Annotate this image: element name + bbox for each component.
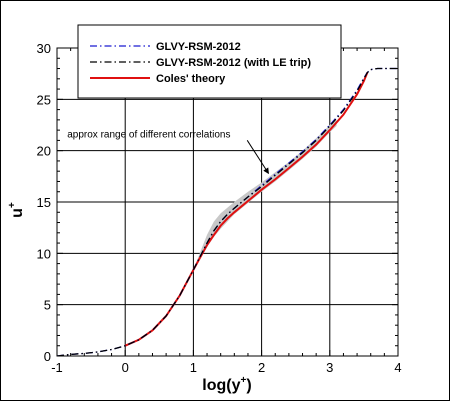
x-tick-label: 4	[394, 360, 401, 375]
y-tick-label: 5	[44, 298, 51, 313]
legend-label-1: GLVY-RSM-2012 (with LE trip)	[156, 57, 311, 69]
y-tick-label: 30	[37, 41, 51, 56]
y-tick-label: 10	[37, 246, 51, 261]
annotation-text: approx range of different correlations	[67, 129, 230, 140]
y-tick-label: 25	[37, 92, 51, 107]
correlation-band-group	[193, 119, 337, 270]
annotation-arrow	[246, 140, 269, 175]
legend-label-2: Coles' theory	[156, 73, 226, 85]
annotation-group: approx range of different correlations	[67, 129, 269, 175]
y-tick-label: 15	[37, 195, 51, 210]
series-line-1	[57, 67, 398, 356]
series-group	[57, 67, 398, 356]
y-tick-label: 20	[37, 144, 51, 159]
legend: GLVY-RSM-2012 GLVY-RSM-2012 (with LE trip…	[77, 24, 342, 99]
x-tick-label: 1	[190, 360, 197, 375]
x-tick-label: -1	[51, 360, 63, 375]
x-tick-label: 0	[122, 360, 129, 375]
correlation-band	[193, 119, 337, 270]
x-axis-label: log(y+)	[202, 375, 251, 394]
legend-label-0: GLVY-RSM-2012	[156, 41, 241, 53]
x-tick-label: 3	[326, 360, 333, 375]
y-axis-label: u+	[7, 202, 26, 218]
y-tick-label: 0	[44, 349, 51, 364]
x-tick-label: 2	[258, 360, 265, 375]
